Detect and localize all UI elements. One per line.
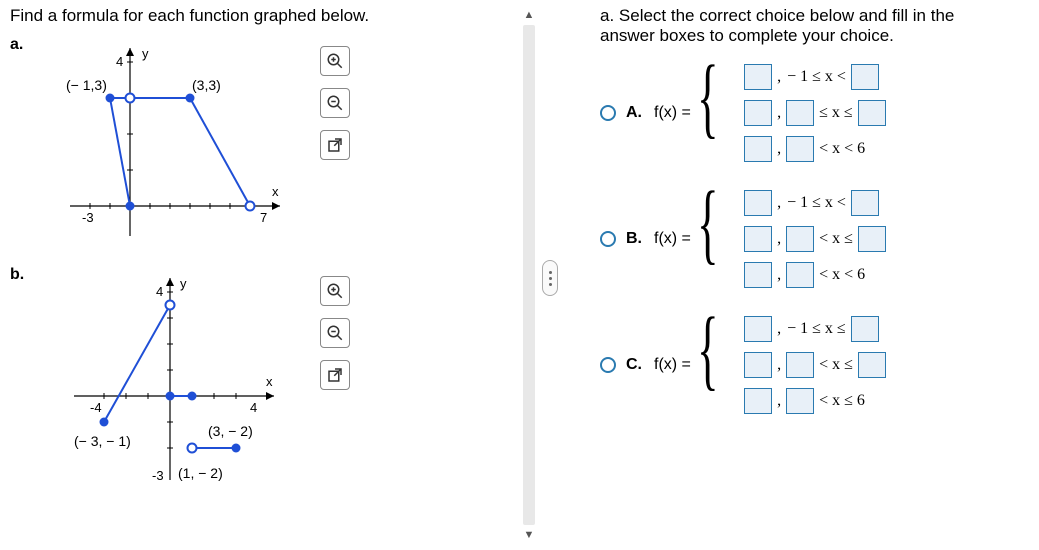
choice-a-row3: , < x < 6	[744, 136, 886, 162]
zoom-out-icon[interactable]	[320, 88, 350, 118]
answer-input[interactable]	[744, 226, 772, 252]
popout-icon[interactable]	[320, 360, 350, 390]
choice-b-letter: B.	[626, 230, 646, 248]
choice-c-row1: , − 1 ≤ x ≤	[744, 316, 886, 342]
choice-b-fx: f(x) =	[654, 230, 691, 248]
zoom-in-icon[interactable]	[320, 276, 350, 306]
answer-input[interactable]	[744, 100, 772, 126]
choice-a-letter: A.	[626, 104, 646, 122]
xmax-a: 7	[260, 210, 267, 225]
popout-icon[interactable]	[320, 130, 350, 160]
axis-y-label-b: y	[180, 276, 187, 291]
pt-a2: (3,3)	[192, 77, 221, 93]
scroll-down-icon[interactable]: ▼	[520, 527, 538, 543]
question-prompt: Find a formula for each function graphed…	[10, 6, 490, 26]
brace-icon: {	[697, 186, 719, 284]
answer-input[interactable]	[786, 136, 814, 162]
radio-choice-a[interactable]	[600, 105, 616, 121]
graph-a: y x 4 -3 7 (− 1,3) (3,3)	[60, 36, 300, 246]
choice-a-row1: , − 1 ≤ x <	[744, 64, 886, 90]
answer-input[interactable]	[786, 226, 814, 252]
answer-input[interactable]	[744, 136, 772, 162]
radio-choice-c[interactable]	[600, 357, 616, 373]
axis-x-label-a: x	[272, 184, 279, 199]
ymin-b: -3	[152, 468, 164, 483]
pt-a1: (− 1,3)	[66, 77, 107, 93]
answer-input[interactable]	[851, 316, 879, 342]
vertical-scrollbar[interactable]: ▲ ▼	[520, 5, 538, 545]
scroll-track[interactable]	[523, 25, 535, 525]
answer-input[interactable]	[851, 190, 879, 216]
xmin-b: -4	[90, 400, 102, 415]
choice-c-fx: f(x) =	[654, 356, 691, 374]
answer-input[interactable]	[786, 352, 814, 378]
ymax-b: 4	[156, 284, 163, 299]
brace-icon: {	[697, 312, 719, 410]
choice-b-row3: , < x < 6	[744, 262, 886, 288]
part-a-label: a.	[10, 36, 40, 54]
pt-b2: (1, − 2)	[178, 465, 223, 481]
scroll-up-icon[interactable]: ▲	[520, 7, 538, 23]
zoom-in-icon[interactable]	[320, 46, 350, 76]
panel-resize-handle[interactable]	[542, 260, 558, 296]
answer-input[interactable]	[786, 388, 814, 414]
axis-y-label-a: y	[142, 46, 149, 61]
right-prompt-line2: answer boxes to complete your choice.	[600, 26, 1020, 46]
ymax-a: 4	[116, 54, 123, 69]
xmax-b: 4	[250, 400, 257, 415]
choice-b-row2: , < x ≤	[744, 226, 886, 252]
choice-c-row3: , < x ≤ 6	[744, 388, 886, 414]
answer-input[interactable]	[744, 352, 772, 378]
answer-input[interactable]	[744, 64, 772, 90]
choice-c-letter: C.	[626, 356, 646, 374]
answer-input[interactable]	[851, 64, 879, 90]
answer-input[interactable]	[786, 100, 814, 126]
answer-input[interactable]	[858, 352, 886, 378]
answer-input[interactable]	[744, 190, 772, 216]
answer-input[interactable]	[744, 316, 772, 342]
right-prompt-line1: a. Select the correct choice below and f…	[600, 6, 1020, 26]
axis-x-label-b: x	[266, 374, 273, 389]
answer-input[interactable]	[744, 388, 772, 414]
choice-a-row2: , ≤ x ≤	[744, 100, 886, 126]
answer-input[interactable]	[858, 226, 886, 252]
choice-a-fx: f(x) =	[654, 104, 691, 122]
xmin-a: -3	[82, 210, 94, 225]
pt-b3: (3, − 2)	[208, 423, 253, 439]
part-b-label: b.	[10, 266, 40, 284]
pt-b1: (− 3, − 1)	[74, 433, 131, 449]
answer-input[interactable]	[786, 262, 814, 288]
choice-b-row1: , − 1 ≤ x <	[744, 190, 886, 216]
graph-b: y x 4 -4 4 -3 (− 3, − 1) (1, − 2) (3, − …	[60, 266, 300, 486]
radio-choice-b[interactable]	[600, 231, 616, 247]
zoom-out-icon[interactable]	[320, 318, 350, 348]
answer-input[interactable]	[858, 100, 886, 126]
answer-input[interactable]	[744, 262, 772, 288]
brace-icon: {	[697, 60, 719, 158]
choice-c-row2: , < x ≤	[744, 352, 886, 378]
